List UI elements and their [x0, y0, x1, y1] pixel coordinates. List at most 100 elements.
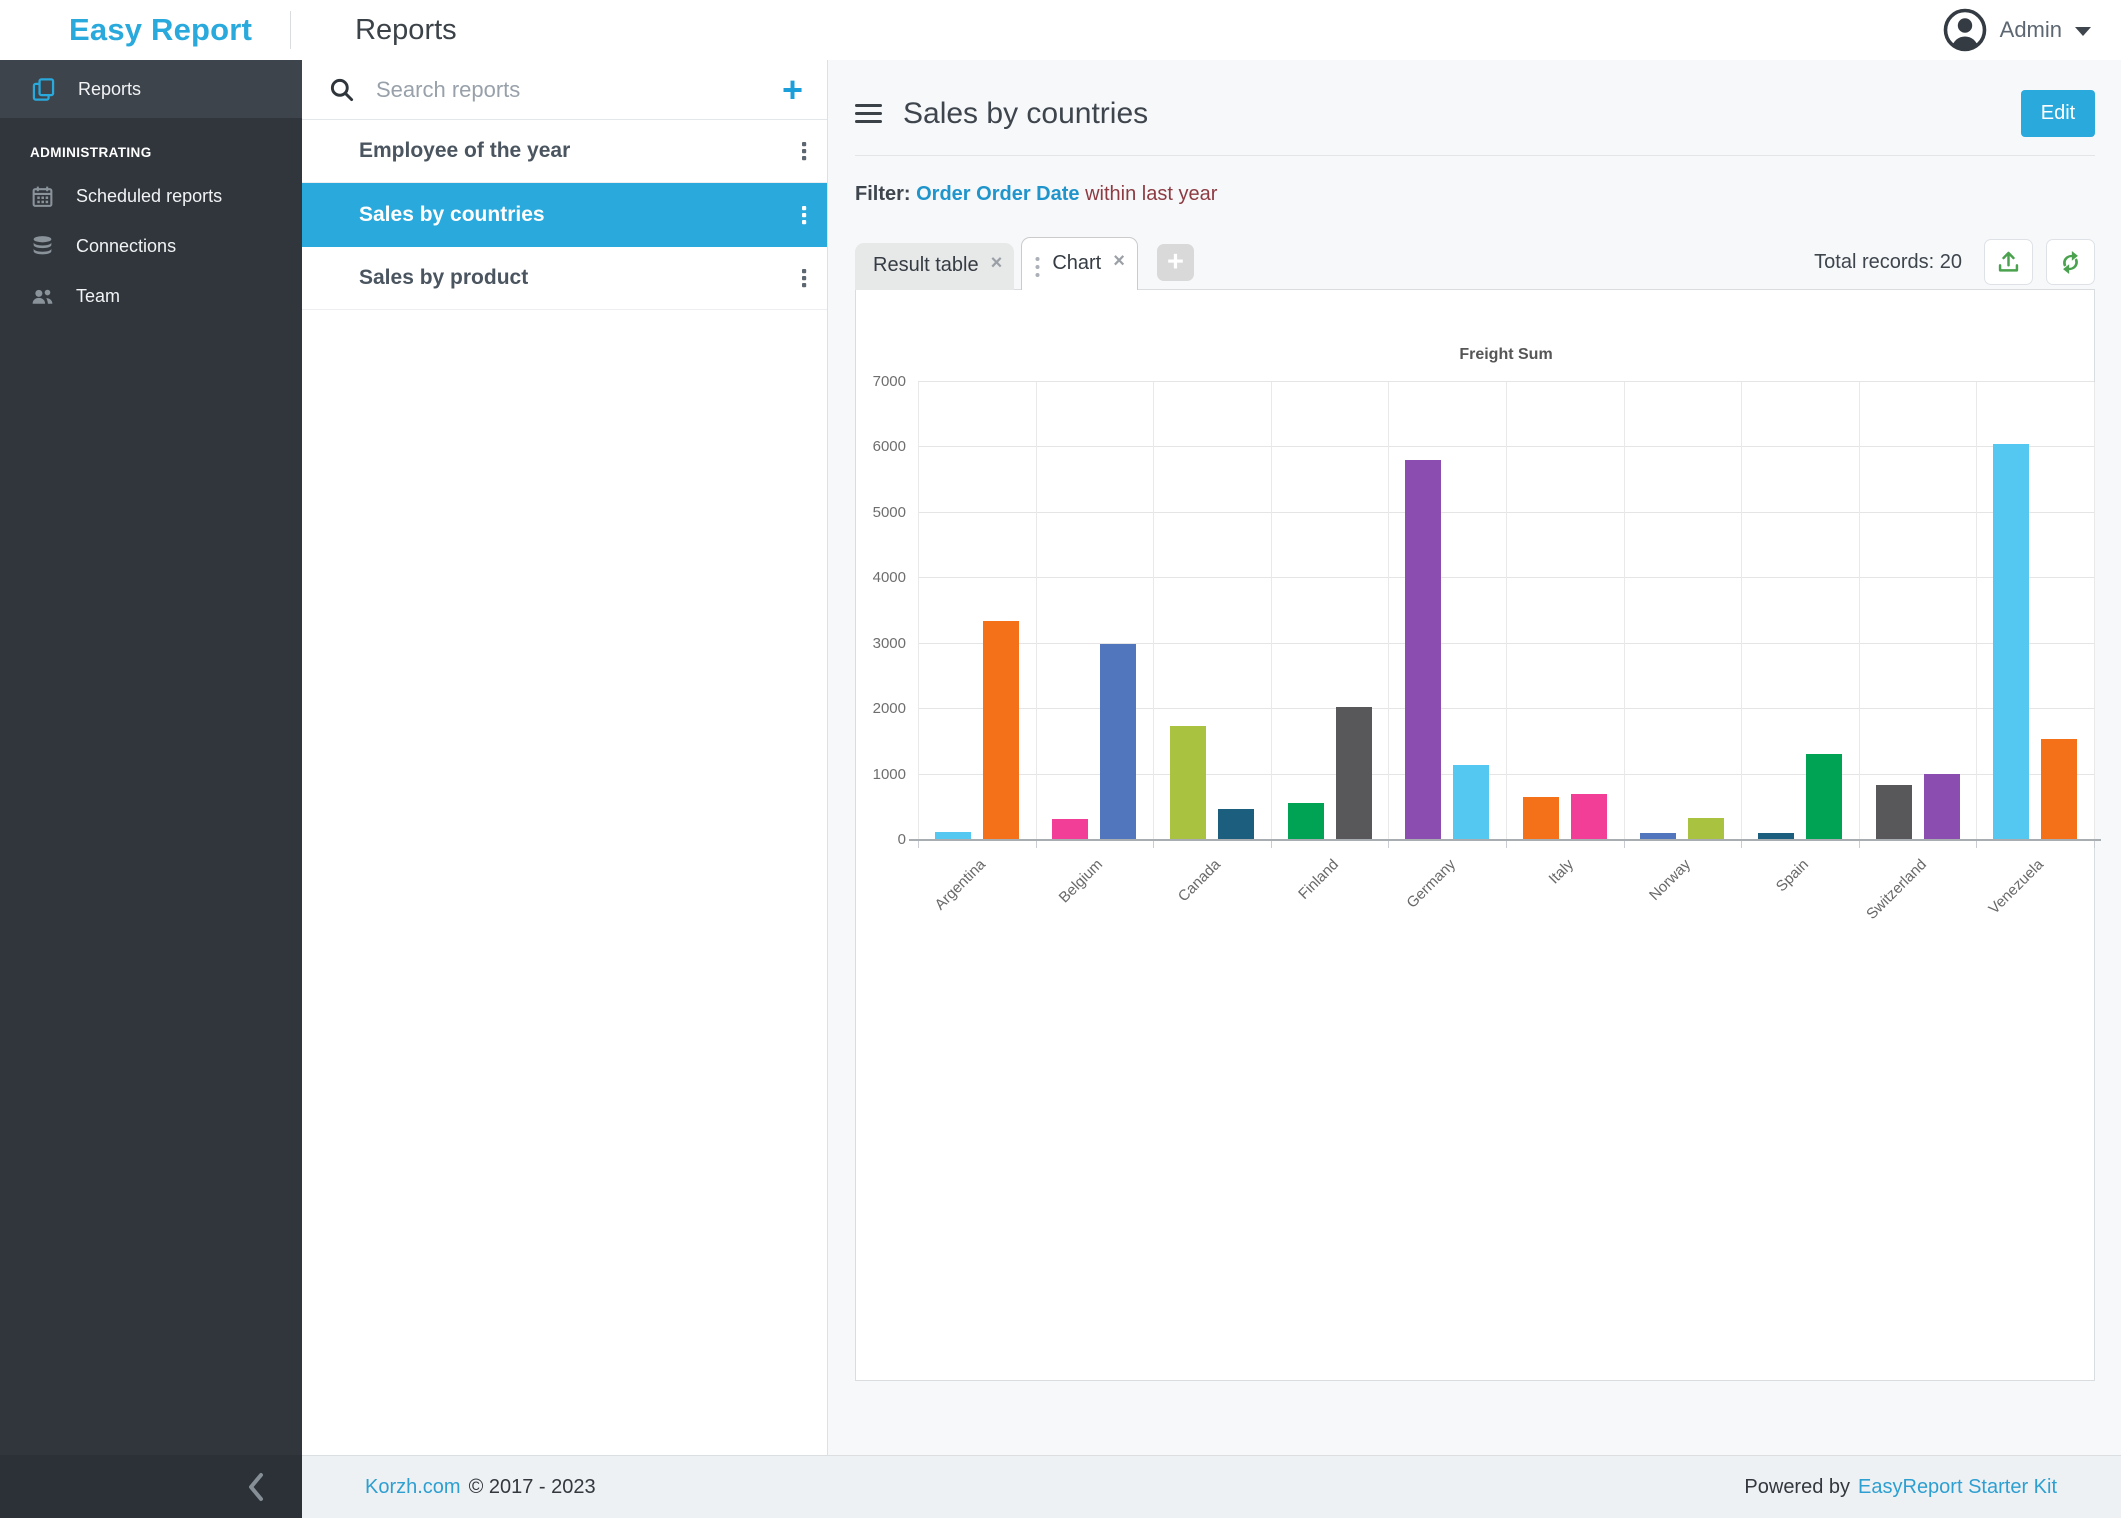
bar-finland[interactable]	[1288, 803, 1324, 840]
bar-norway[interactable]	[1688, 818, 1724, 840]
tab-label: Result table	[873, 254, 979, 277]
sidebar: Reports ADMINISTRATING Scheduled reports	[0, 60, 302, 1455]
chevron-down-icon	[2075, 27, 2091, 36]
bar-chart: Freight SumArgentinaBelgiumCanadaFinland…	[856, 290, 2094, 1380]
close-icon[interactable]: ×	[991, 253, 1003, 273]
x-axis-label: Venezuela	[1922, 856, 2047, 981]
tab-label: Chart	[1052, 252, 1101, 275]
sidebar-footer	[0, 1455, 302, 1518]
bar-belgium[interactable]	[1052, 819, 1088, 840]
axis-tick	[1741, 840, 1742, 848]
report-item-selected[interactable]: Sales by countries	[302, 183, 827, 247]
bar-argentina[interactable]	[983, 621, 1019, 840]
bar-group-belgium	[1036, 382, 1154, 840]
sidebar-item-connections[interactable]: Connections	[0, 221, 302, 271]
collapse-sidebar-button[interactable]	[247, 1472, 264, 1502]
user-name: Admin	[2000, 17, 2062, 43]
bar-group-germany	[1388, 382, 1506, 840]
total-records: Total records: 20	[1814, 251, 1962, 274]
chart-panel: Freight SumArgentinaBelgiumCanadaFinland…	[855, 289, 2095, 1381]
kebab-menu-icon[interactable]	[801, 266, 807, 290]
report-item[interactable]: Employee of the year	[302, 120, 827, 183]
axis-tick	[1153, 840, 1154, 848]
bar-italy[interactable]	[1523, 797, 1559, 840]
x-axis-label: Canada	[1099, 856, 1224, 981]
chart-plot-area: ArgentinaBelgiumCanadaFinlandGermanyItal…	[918, 382, 2094, 840]
x-axis-label: Italy	[1452, 856, 1577, 981]
database-icon	[30, 234, 55, 259]
refresh-button[interactable]	[2046, 239, 2095, 285]
bar-venezuela[interactable]	[1993, 444, 2029, 840]
app-logo[interactable]: Easy Report	[69, 12, 252, 48]
bar-italy[interactable]	[1571, 794, 1607, 840]
sidebar-item-reports[interactable]: Reports	[0, 60, 302, 118]
export-icon	[1995, 249, 2022, 276]
bar-canada[interactable]	[1218, 809, 1254, 840]
y-axis-label: 3000	[856, 635, 906, 652]
drag-handle-icon[interactable]	[1035, 256, 1040, 284]
tab-chart[interactable]: Chart ×	[1021, 237, 1138, 290]
filter-label: Filter:	[855, 183, 911, 205]
search-row: +	[302, 60, 827, 120]
copy-pages-icon	[30, 76, 57, 103]
filter-field-link[interactable]: Order Order Date	[916, 183, 1079, 205]
close-icon[interactable]: ×	[1113, 251, 1125, 271]
search-icon	[328, 76, 355, 103]
sidebar-item-label: Team	[76, 286, 120, 307]
bar-group-italy	[1506, 382, 1624, 840]
add-tab-button[interactable]: +	[1157, 244, 1194, 281]
report-item-label: Employee of the year	[359, 139, 570, 163]
axis-tick	[1271, 840, 1272, 848]
sidebar-item-team[interactable]: Team	[0, 271, 302, 321]
gridline-x	[2094, 382, 2095, 840]
bar-canada[interactable]	[1170, 726, 1206, 840]
powered-by-text: Powered by	[1744, 1476, 1850, 1499]
korzh-link[interactable]: Korzh.com	[365, 1476, 461, 1499]
axis-tick	[1976, 840, 1977, 848]
search-input[interactable]	[376, 77, 761, 103]
bar-belgium[interactable]	[1100, 644, 1136, 840]
bar-germany[interactable]	[1405, 460, 1441, 840]
kebab-menu-icon[interactable]	[801, 139, 807, 163]
bar-group-switzerland	[1859, 382, 1977, 840]
sidebar-item-label: Scheduled reports	[76, 186, 222, 207]
bar-switzerland[interactable]	[1876, 785, 1912, 840]
app-window: Easy Report Reports Admin	[0, 0, 2121, 1518]
easyreport-link[interactable]: EasyReport Starter Kit	[1858, 1476, 2057, 1499]
calendar-icon	[30, 184, 55, 209]
edit-button[interactable]: Edit	[2021, 90, 2095, 137]
sidebar-item-scheduled-reports[interactable]: Scheduled reports	[0, 171, 302, 221]
bar-finland[interactable]	[1336, 707, 1372, 840]
filter-condition[interactable]: within last year	[1085, 183, 1217, 205]
axis-tick	[1506, 840, 1507, 848]
axis-tick	[1624, 840, 1625, 848]
user-menu[interactable]: Admin	[1943, 8, 2091, 52]
report-item[interactable]: Sales by product	[302, 247, 827, 310]
kebab-menu-icon[interactable]	[801, 203, 807, 227]
bar-spain[interactable]	[1806, 754, 1842, 840]
bar-venezuela[interactable]	[2041, 739, 2077, 840]
x-axis-label: Norway	[1569, 856, 1694, 981]
sidebar-item-label: Reports	[78, 79, 141, 100]
y-axis-label: 4000	[856, 569, 906, 586]
hamburger-menu-icon[interactable]	[855, 104, 882, 124]
report-title: Sales by countries	[903, 97, 1148, 131]
sidebar-section-label: ADMINISTRATING	[0, 118, 302, 171]
x-axis-label: Argentina	[864, 856, 989, 981]
bar-switzerland[interactable]	[1924, 774, 1960, 840]
plus-icon: +	[1167, 246, 1184, 279]
add-report-button[interactable]: +	[782, 75, 803, 105]
x-axis-label: Switzerland	[1804, 856, 1929, 981]
axis-tick	[2094, 840, 2095, 848]
x-axis-line	[909, 839, 2101, 841]
export-button[interactable]	[1984, 239, 2033, 285]
bar-group-argentina	[918, 382, 1036, 840]
report-item-label: Sales by countries	[359, 203, 545, 227]
bar-germany[interactable]	[1453, 765, 1489, 840]
x-axis-label: Belgium	[981, 856, 1106, 981]
axis-tick	[918, 840, 919, 848]
y-axis-label: 1000	[856, 766, 906, 783]
filter-row: Filter: Order Order Date within last yea…	[855, 183, 2095, 206]
tab-result-table[interactable]: Result table ×	[855, 243, 1014, 290]
app-footer: Korzh.com © 2017 - 2023 Powered by EasyR…	[302, 1455, 2121, 1518]
